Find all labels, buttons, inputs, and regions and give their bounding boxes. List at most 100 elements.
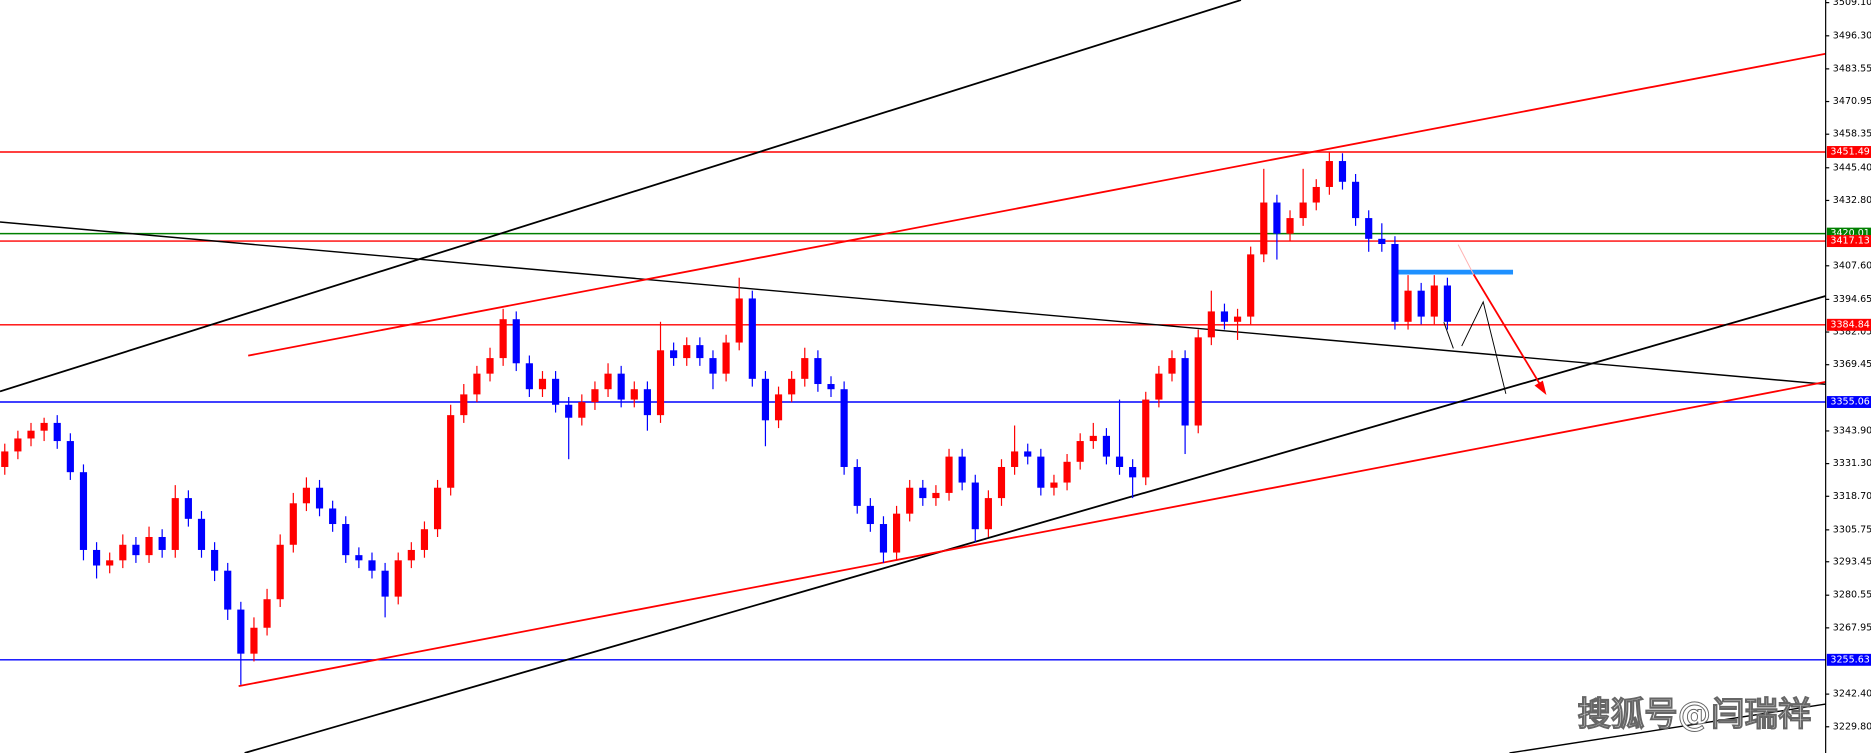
candle-body bbox=[932, 492, 940, 499]
candle-body bbox=[1089, 435, 1097, 442]
candle-body bbox=[92, 549, 101, 566]
candle-body bbox=[906, 487, 914, 514]
candle-body bbox=[27, 430, 35, 439]
candle-body bbox=[1391, 244, 1399, 322]
candle-body bbox=[171, 498, 179, 550]
candle-body bbox=[1076, 441, 1084, 462]
y-tick-label: 3280.55 bbox=[1833, 590, 1871, 601]
y-tick-label: 3445.40 bbox=[1833, 162, 1871, 173]
candle-body bbox=[1417, 290, 1425, 317]
candle-body bbox=[866, 505, 874, 525]
candle-body bbox=[1299, 202, 1307, 219]
candle-body bbox=[499, 319, 507, 359]
candle-body bbox=[1142, 399, 1150, 478]
candle-body bbox=[919, 487, 927, 499]
channel-line bbox=[238, 380, 1826, 688]
candle-body bbox=[1430, 285, 1438, 317]
y-tick-label: 3483.55 bbox=[1833, 63, 1871, 74]
candle-body bbox=[315, 487, 324, 509]
candle-body bbox=[1194, 337, 1202, 426]
candle-body bbox=[971, 482, 979, 530]
y-tick-label: 3394.65 bbox=[1833, 294, 1871, 305]
y-tick-label: 3242.40 bbox=[1833, 689, 1871, 700]
candle-body bbox=[132, 544, 140, 556]
candle-body bbox=[14, 438, 22, 452]
candle-body bbox=[1115, 456, 1124, 467]
candle-body bbox=[158, 536, 166, 550]
candle-body bbox=[460, 394, 468, 416]
candle-body bbox=[394, 560, 402, 597]
candle-body bbox=[1404, 290, 1412, 322]
candle-body bbox=[1207, 311, 1215, 338]
candle-body bbox=[486, 358, 494, 374]
y-tick-label: 3331.30 bbox=[1833, 458, 1871, 469]
level-tag bbox=[1826, 396, 1871, 408]
level-label: 3451.49 bbox=[1830, 146, 1869, 157]
candle-body bbox=[407, 549, 415, 561]
candle-body bbox=[329, 508, 337, 525]
trend-line bbox=[1509, 703, 1826, 753]
candle-body bbox=[368, 560, 376, 571]
candle-body bbox=[184, 498, 192, 519]
candle-body bbox=[656, 350, 665, 416]
candle-body bbox=[289, 503, 297, 545]
trend-lines bbox=[0, 0, 1826, 753]
path-sketch bbox=[1457, 244, 1475, 275]
y-tick-label: 3382.05 bbox=[1833, 327, 1871, 338]
candle-body bbox=[381, 570, 389, 597]
candle-body bbox=[1325, 161, 1333, 187]
candle-body bbox=[250, 627, 258, 654]
candle-body bbox=[145, 536, 153, 556]
candle-body bbox=[709, 358, 717, 374]
candle-body bbox=[670, 350, 678, 359]
candle-body bbox=[643, 389, 651, 416]
candle-body bbox=[840, 389, 848, 467]
path-sketch bbox=[1461, 300, 1507, 394]
y-tick-label: 3509.10 bbox=[1833, 0, 1871, 8]
candle-body bbox=[1286, 218, 1294, 234]
candle-body bbox=[1247, 254, 1255, 317]
candle-body bbox=[748, 298, 756, 379]
watermark: 搜狐号@闫瑞祥 bbox=[1577, 694, 1811, 733]
candle-body bbox=[79, 472, 88, 550]
candle-body bbox=[197, 518, 206, 550]
y-tick-label: 3229.80 bbox=[1833, 721, 1871, 732]
candle-body bbox=[525, 363, 533, 390]
candle-body bbox=[1338, 161, 1347, 182]
candle-body bbox=[801, 358, 809, 379]
candle-body bbox=[827, 384, 835, 390]
candle-body bbox=[237, 609, 245, 654]
candle-body bbox=[1063, 461, 1071, 483]
candle-body bbox=[722, 342, 730, 374]
levels bbox=[0, 151, 1826, 661]
candle-body bbox=[604, 373, 612, 390]
candle-body bbox=[263, 599, 271, 628]
candle-body bbox=[1443, 285, 1451, 322]
level-label: 3420.01 bbox=[1830, 228, 1869, 239]
y-tick-label: 3267.95 bbox=[1833, 622, 1871, 633]
candle-body bbox=[1050, 482, 1058, 488]
y-tick-label: 3470.95 bbox=[1833, 96, 1871, 107]
candle-body bbox=[1, 451, 9, 467]
y-tick-label: 3369.45 bbox=[1833, 359, 1871, 370]
level-label: 3417.13 bbox=[1830, 236, 1869, 247]
level-tag bbox=[1826, 235, 1871, 248]
candle-body bbox=[630, 389, 638, 400]
candle-body bbox=[302, 487, 310, 504]
candle-body bbox=[879, 524, 888, 553]
candle-body bbox=[1102, 435, 1110, 457]
axis-labels: 3509.10 3496.30 3483.55 3470.95 3458.35 3445.… bbox=[1825, 0, 1871, 732]
candle-body bbox=[814, 358, 822, 385]
path-sketch bbox=[1443, 322, 1454, 349]
y-tick-label: 3407.60 bbox=[1833, 260, 1871, 271]
y-tick-label: 3305.75 bbox=[1833, 524, 1871, 535]
candle-body bbox=[1233, 316, 1242, 322]
level-label: 3255.63 bbox=[1830, 654, 1869, 665]
candle-body bbox=[538, 378, 547, 390]
y-tick-label: 3432.80 bbox=[1833, 195, 1871, 206]
trend-line bbox=[0, 221, 1826, 385]
candle-body bbox=[1129, 466, 1137, 478]
candle-body bbox=[997, 466, 1006, 499]
candle-body bbox=[276, 544, 284, 600]
